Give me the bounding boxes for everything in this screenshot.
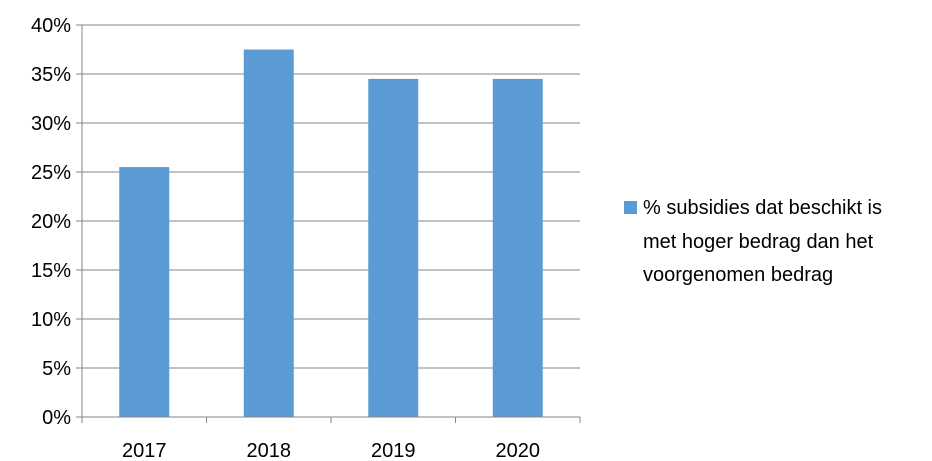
y-tick-label: 20% xyxy=(31,211,71,233)
y-tick-label: 0% xyxy=(42,407,71,429)
y-tick-label: 30% xyxy=(31,113,71,135)
x-tick-label: 2017 xyxy=(122,440,167,461)
bar-series xyxy=(119,49,543,418)
legend-label-line-3: voorgenomen bedrag xyxy=(643,264,833,286)
bar-2020 xyxy=(492,78,543,418)
y-tick-label: 25% xyxy=(31,162,71,184)
bar-2019 xyxy=(368,78,419,418)
legend-label-line-2: met hoger bedrag dan het xyxy=(643,231,874,253)
legend: % subsidies dat beschikt is met hoger be… xyxy=(624,197,882,286)
legend-label-line-1: % subsidies dat beschikt is xyxy=(643,197,882,219)
y-tick-label: 10% xyxy=(31,309,71,331)
x-tick-label: 2018 xyxy=(247,440,292,461)
x-axis-tick-labels: 2017 2018 2019 2020 xyxy=(122,440,540,461)
axes xyxy=(81,25,581,423)
x-tick-label: 2020 xyxy=(496,440,541,461)
legend-swatch xyxy=(624,201,637,214)
y-tick-label: 5% xyxy=(42,358,71,380)
bar-2017 xyxy=(119,167,170,417)
bar-2018 xyxy=(243,49,294,417)
y-tick-label: 35% xyxy=(31,64,71,86)
y-axis-tick-labels: 0% 5% 10% 15% 20% 25% 30% 35% 40% xyxy=(31,15,71,429)
y-tick-label: 15% xyxy=(31,260,71,282)
y-tick-label: 40% xyxy=(31,15,71,37)
x-tick-label: 2019 xyxy=(371,440,416,461)
